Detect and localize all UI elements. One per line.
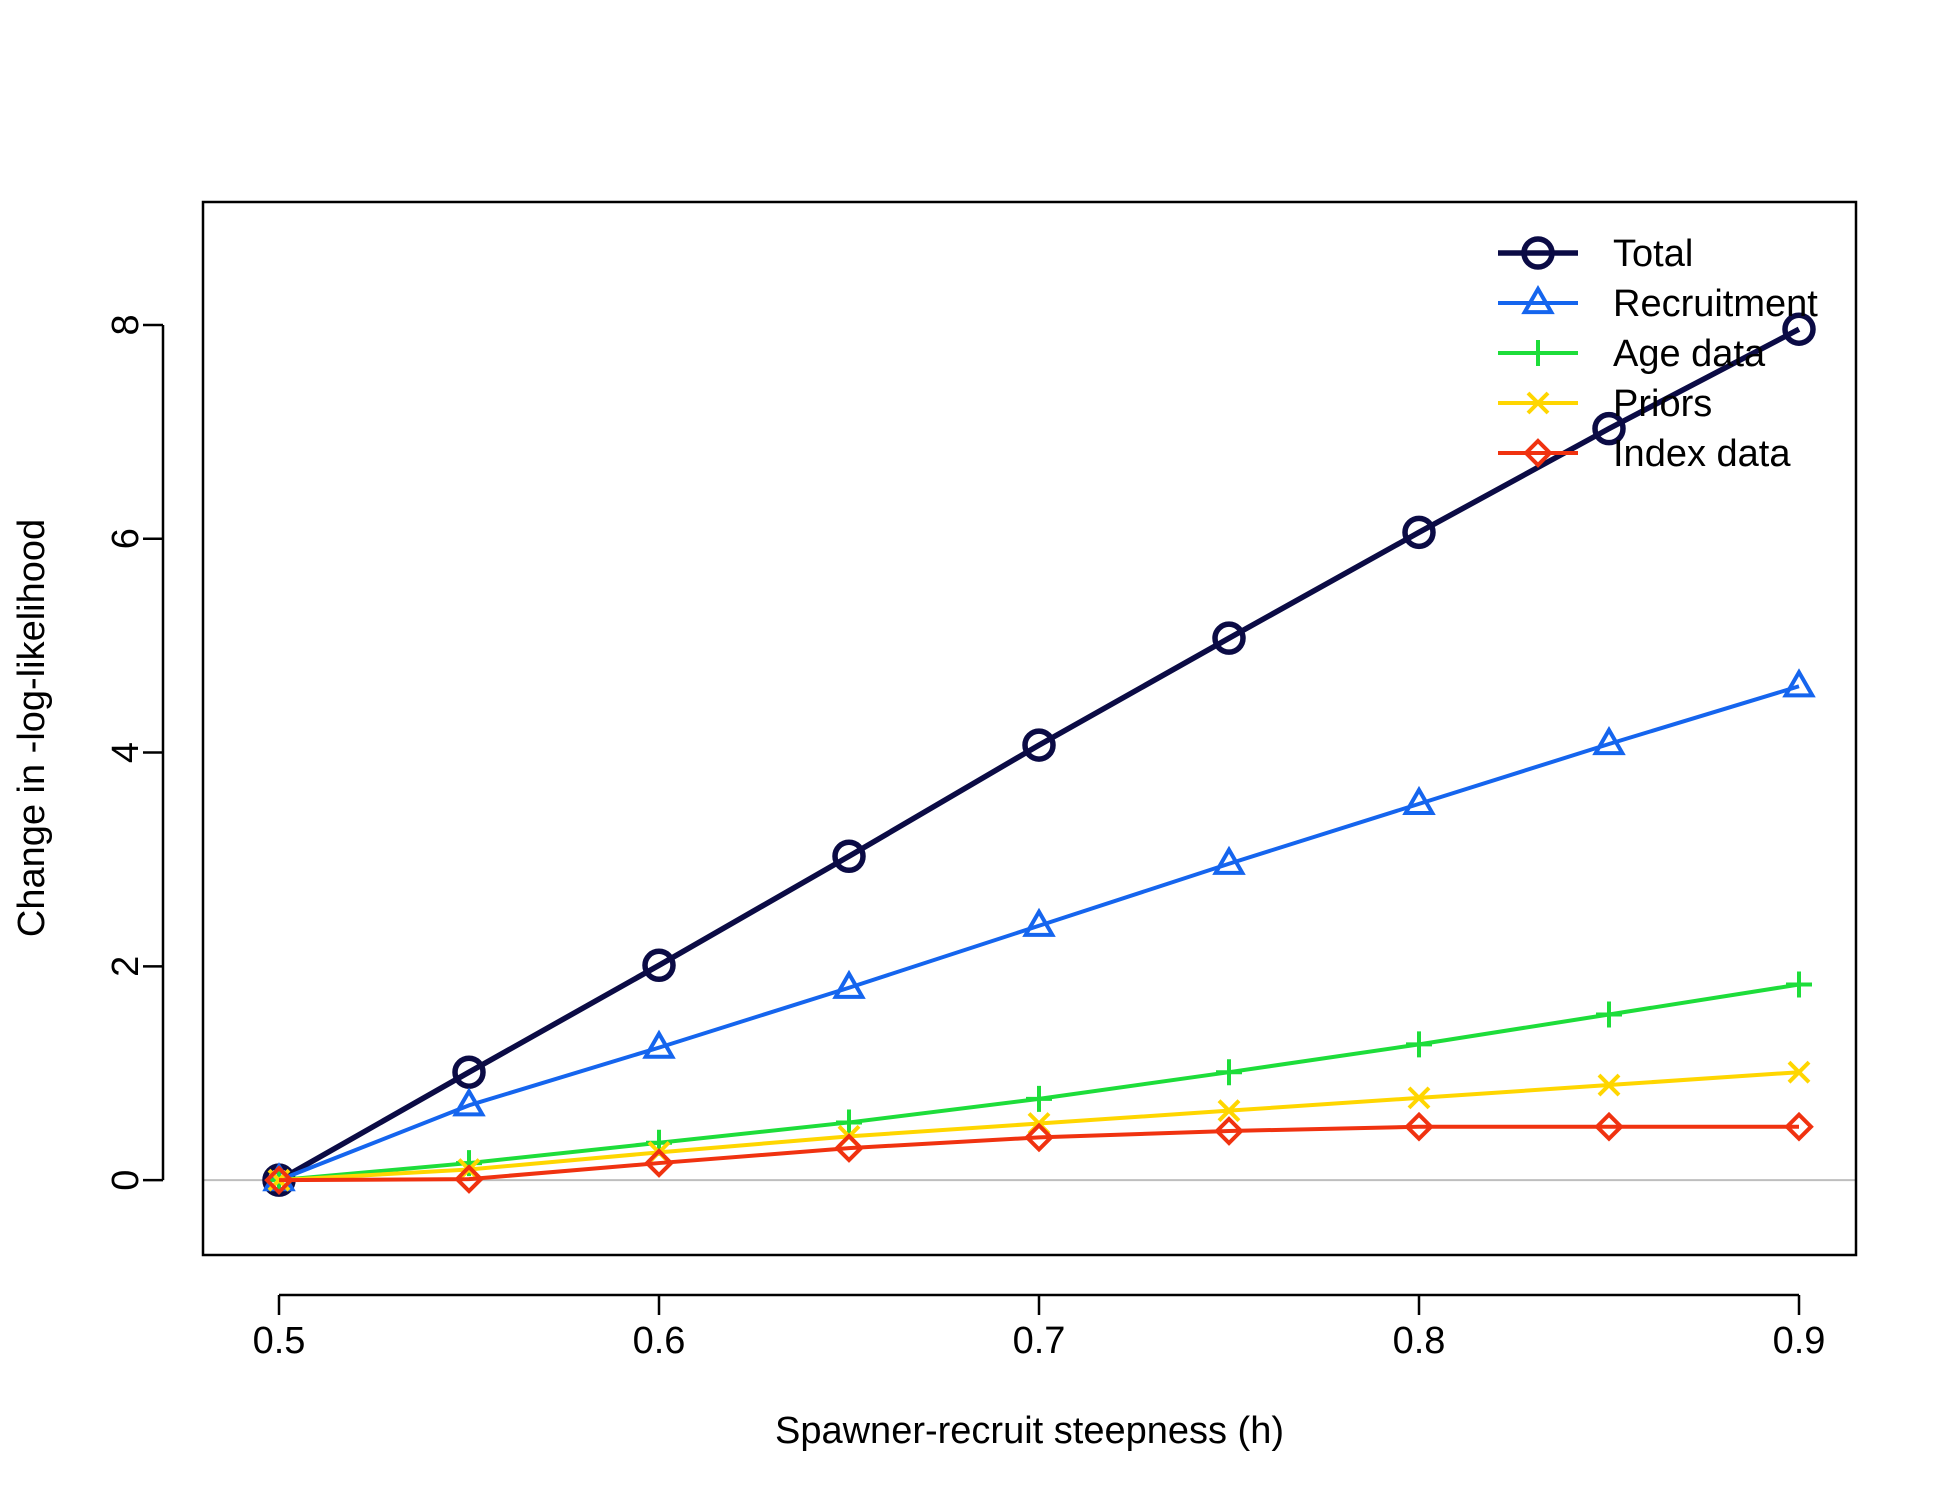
point-age-data-4 <box>1026 1086 1052 1112</box>
legend-label-total: Total <box>1613 233 1693 275</box>
legend-entry-priors: Priors <box>1498 383 1712 425</box>
x-tick-label: 0.9 <box>1773 1320 1826 1362</box>
point-age-data-6 <box>1406 1031 1432 1057</box>
legend-label-priors: Priors <box>1613 383 1712 425</box>
y-tick-label: 2 <box>105 956 147 977</box>
x-tick-label: 0.6 <box>633 1320 686 1362</box>
legend-marker-recruitment <box>1525 289 1552 312</box>
series-age-data <box>266 972 1812 1194</box>
legend-marker-age-data <box>1525 340 1551 366</box>
legend-entry-total: Total <box>1498 233 1693 275</box>
point-age-data-7 <box>1596 1001 1622 1027</box>
legend-entry-age-data: Age data <box>1498 333 1766 375</box>
legend-entry-recruitment: Recruitment <box>1498 283 1818 325</box>
x-tick-label: 0.7 <box>1013 1320 1066 1362</box>
y-tick-label: 4 <box>105 742 147 763</box>
point-age-data-8 <box>1786 972 1812 998</box>
legend-label-age-data: Age data <box>1613 333 1766 375</box>
point-age-data-5 <box>1216 1059 1242 1085</box>
y-tick-label: 0 <box>105 1170 147 1191</box>
point-recruitment-8 <box>1786 672 1813 695</box>
series-line-index-data <box>279 1127 1799 1180</box>
legend-label-index-data: Index data <box>1613 433 1791 475</box>
legend-label-recruitment: Recruitment <box>1613 283 1818 325</box>
x-tick-label: 0.5 <box>253 1320 306 1362</box>
y-tick-label: 6 <box>105 528 147 549</box>
y-tick-label: 8 <box>105 314 147 335</box>
point-age-data-3 <box>836 1109 862 1135</box>
x-tick-label: 0.8 <box>1393 1320 1446 1362</box>
x-axis-title: Spawner-recruit steepness (h) <box>775 1410 1284 1452</box>
y-axis-title: Change in -log-likelihood <box>11 519 53 937</box>
legend-entry-index-data: Index data <box>1498 433 1791 475</box>
